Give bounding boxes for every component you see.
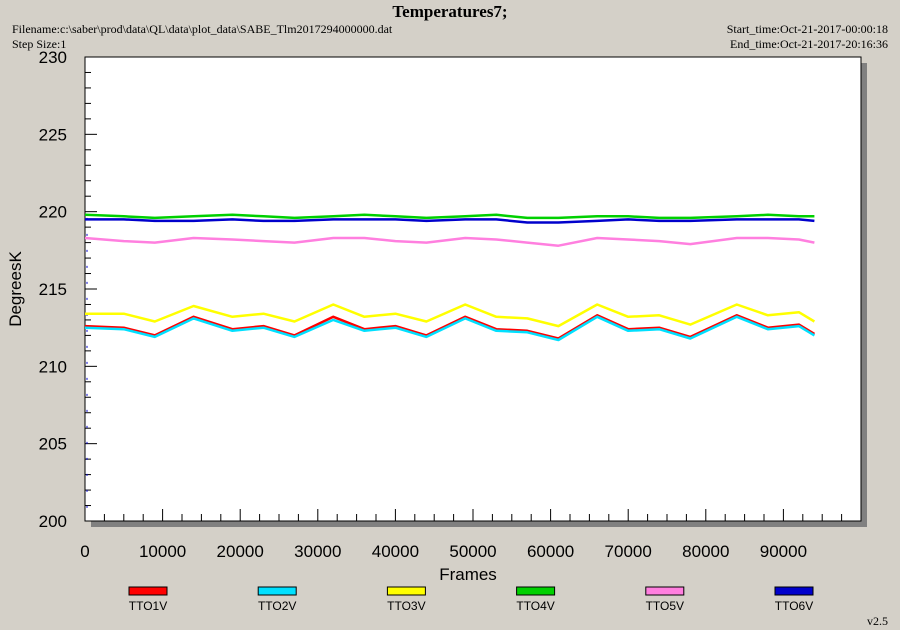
step-size-label: Step Size:1 (12, 37, 67, 51)
x-tick-label: 0 (80, 542, 89, 561)
x-tick-label: 70000 (605, 542, 652, 561)
x-tick-label: 50000 (449, 542, 496, 561)
x-tick-label: 80000 (682, 542, 729, 561)
series-line-tto6v (85, 218, 815, 224)
series-line-tto4v (84, 213, 815, 220)
legend-label-tto4v: TTO4V (516, 599, 554, 613)
legend-swatch-tto3v (386, 586, 426, 596)
series-line-tto1v (84, 314, 816, 340)
legend-swatch-tto2v (257, 586, 297, 596)
legend-label-tto2v: TTO2V (258, 599, 296, 613)
y-axis-label: DegreesK (6, 251, 25, 327)
version-label: v2.5 (867, 614, 888, 628)
y-tick-label: 230 (39, 48, 67, 67)
start-time-label: Start_time:Oct-21-2017-00:00:18 (726, 22, 888, 36)
x-tick-label: 40000 (372, 542, 419, 561)
x-tick-label: 60000 (527, 542, 574, 561)
series-line-tto3v (85, 303, 816, 328)
series-line-tto2v (84, 315, 816, 342)
y-tick-label: 225 (39, 125, 67, 144)
series-line-tto5v (84, 236, 815, 247)
legend-swatch-tto1v (128, 586, 168, 596)
y-tick-label: 215 (39, 280, 67, 299)
legend-label-tto1v: TTO1V (129, 599, 167, 613)
end-time-label: End_time:Oct-21-2017-20:16:36 (730, 37, 888, 51)
legend-label-tto6v: TTO6V (775, 599, 813, 613)
legend-swatch-tto5v (645, 586, 685, 596)
x-tick-label: 20000 (217, 542, 264, 561)
x-tick-label: 90000 (760, 542, 807, 561)
legend-label-tto5v: TTO5V (646, 599, 684, 613)
x-tick-label: 30000 (294, 542, 341, 561)
chart-title: Temperatures7; (392, 2, 508, 21)
y-tick-label: 220 (39, 203, 67, 222)
filename-label: Filename:c:\saber\prod\data\QL\data\plot… (12, 22, 393, 36)
y-tick-label: 205 (39, 435, 67, 454)
plot-area (84, 56, 862, 522)
x-axis-label: Frames (439, 565, 497, 584)
legend-label-tto3v: TTO3V (387, 599, 425, 613)
y-tick-label: 200 (39, 512, 67, 531)
y-tick-label: 210 (39, 357, 67, 376)
x-tick-label: 10000 (139, 542, 186, 561)
legend-swatch-tto6v (774, 586, 814, 596)
legend-swatch-tto4v (516, 586, 556, 596)
